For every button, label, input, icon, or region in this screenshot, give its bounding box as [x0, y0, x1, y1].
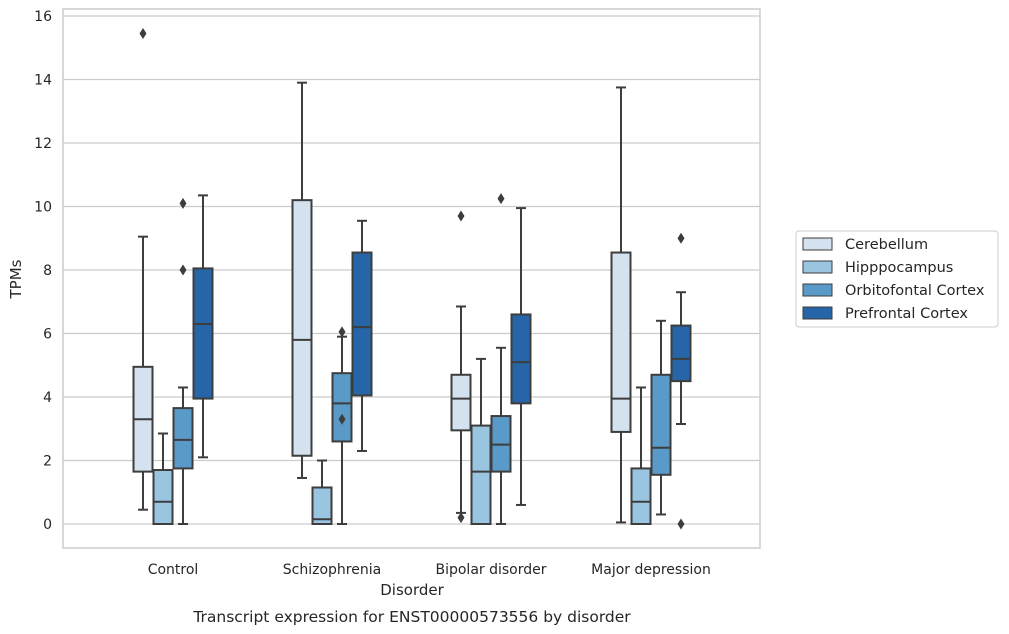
legend-label: Hipppocampus: [845, 260, 953, 276]
y-tick-label: 4: [43, 390, 52, 406]
box: [650, 373, 672, 476]
box: [311, 486, 333, 525]
outlier-point: [179, 264, 187, 276]
outlier-point: [677, 518, 685, 530]
outlier-point: [179, 197, 187, 209]
box: [331, 372, 353, 443]
outlier-point: [338, 413, 346, 425]
chart-caption: Transcript expression for ENST0000057355…: [192, 608, 631, 626]
legend-label: Prefrontal Cortex: [845, 306, 968, 322]
box: [610, 251, 632, 433]
x-axis-ticks: Control Schizophrenia Bipolar disorder Majo…: [148, 562, 711, 578]
box: [470, 424, 492, 526]
y-tick-label: 0: [43, 517, 52, 533]
outlier-point: [139, 27, 147, 39]
legend-label: Cerebellum: [845, 237, 928, 253]
legend: Cerebellum Hipppocampus Orbitofontal Corte…: [795, 230, 999, 328]
box: [510, 313, 532, 405]
box: [152, 469, 174, 525]
outlier-point: [338, 326, 346, 338]
legend-swatch: [802, 237, 833, 251]
outlier-point: [677, 232, 685, 244]
box: [670, 324, 692, 383]
y-tick-label: 12: [34, 136, 52, 152]
y-tick-label: 16: [34, 9, 52, 25]
y-tick-label: 2: [43, 454, 52, 470]
x-tick-label: Bipolar disorder: [435, 562, 546, 578]
y-tick-label: 10: [34, 200, 52, 216]
outlier-point: [457, 210, 465, 222]
x-tick-label: Control: [148, 562, 199, 578]
box: [630, 467, 652, 525]
y-axis-ticks: 0 2 4 6 8 10 12 14 16: [34, 9, 52, 533]
legend-swatch: [802, 260, 833, 274]
plot-frame: [62, 8, 761, 549]
x-axis-title: Disorder: [380, 581, 444, 599]
x-tick-label: Major depression: [591, 562, 711, 578]
box: [351, 251, 373, 397]
legend-swatch: [802, 283, 833, 297]
box-group: [132, 27, 692, 530]
legend-frame: [795, 230, 999, 328]
box: [192, 267, 214, 400]
outlier-point: [457, 512, 465, 524]
legend-swatch: [802, 306, 833, 320]
outlier-point: [497, 193, 505, 205]
y-tick-label: 14: [34, 73, 52, 89]
x-tick-label: Schizophrenia: [283, 562, 381, 578]
legend-label: Orbitofontal Cortex: [845, 283, 985, 299]
box: [450, 373, 472, 432]
box: [291, 199, 313, 457]
y-tick-label: 8: [43, 263, 52, 279]
y-tick-label: 6: [43, 327, 52, 343]
y-axis-title: TPMs: [7, 259, 25, 299]
box: [172, 407, 194, 470]
